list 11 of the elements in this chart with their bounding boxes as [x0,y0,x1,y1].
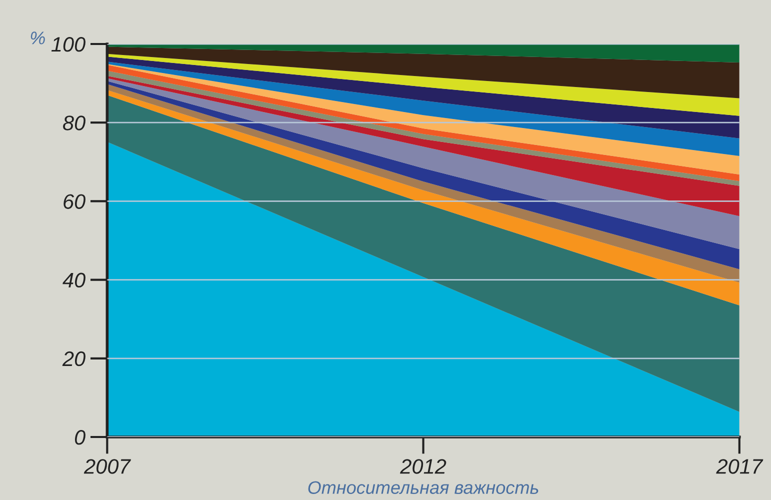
y-tick-label: 100 [51,37,86,52]
x-tick-label: 2007 [84,459,131,474]
y-tick-label: 60 [64,194,86,209]
y-tick-label: 40 [62,272,86,288]
y-tick-label: 0 [74,430,86,445]
x-axis-title: Относительная важность [308,481,538,494]
x-tick-label: 2012 [400,459,446,474]
y-tick-label: 20 [62,351,86,366]
y-axis-title: % [30,32,45,44]
x-tick-label: 2017 [716,459,764,474]
y-tick-label: 80 [63,116,86,130]
